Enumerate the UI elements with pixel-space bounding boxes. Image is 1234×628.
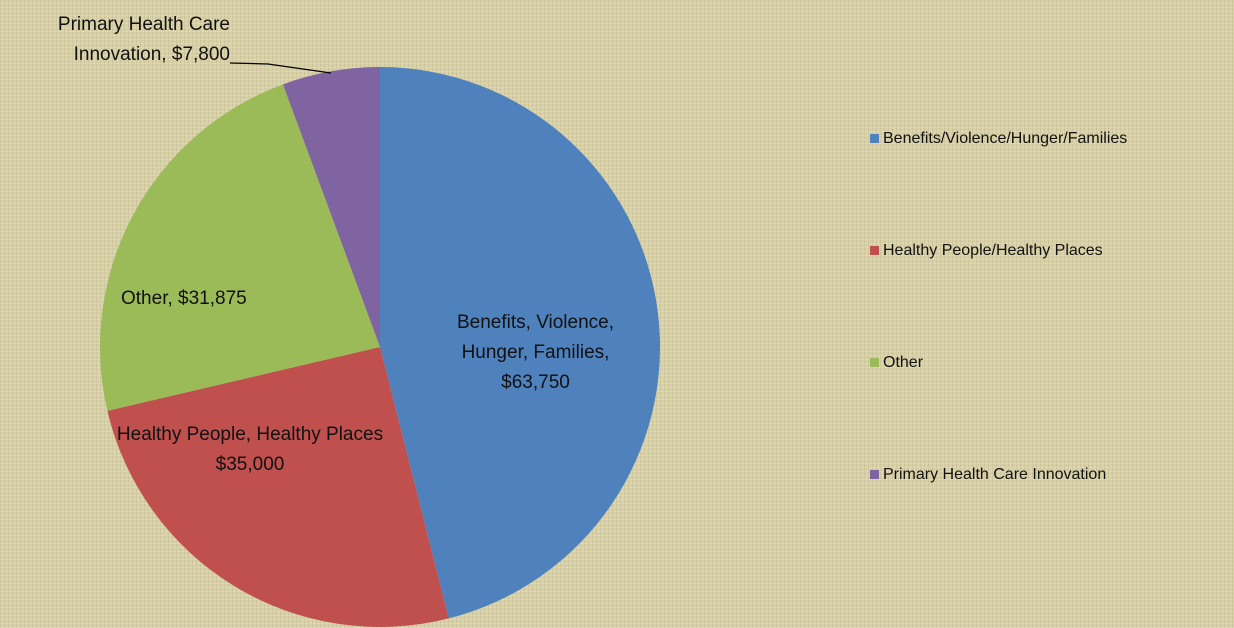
data-label-name: Benefits, Violence, Hunger, Families, [456, 312, 615, 363]
pie-slice [282, 67, 380, 347]
data-label-value: $35,000 [215, 454, 285, 475]
data-label: Benefits, Violence, Hunger, Families, $6… [433, 308, 638, 398]
data-label: Healthy People, Healthy Places $35,000 [110, 420, 390, 480]
legend-swatch [870, 246, 879, 255]
legend-swatch [870, 134, 879, 143]
data-label-value: $31,875 [178, 288, 247, 309]
legend-entry: Benefits/Violence/Hunger/Families [870, 130, 1127, 148]
data-label-name: Healthy People, Healthy Places [116, 424, 384, 445]
data-label: Other, $31,875 [121, 284, 247, 314]
legend-swatch [870, 470, 879, 479]
data-label-value: $63,750 [501, 372, 570, 393]
legend-swatch [870, 358, 879, 367]
data-label: Primary Health Care Innovation, $7,800 [10, 10, 230, 70]
data-label-value: $7,800 [171, 44, 230, 65]
legend-label: Other [883, 354, 924, 371]
legend-label: Healthy People/Healthy Places [883, 242, 1103, 259]
legend-label: Benefits/Violence/Hunger/Families [883, 130, 1128, 147]
legend-entry: Healthy People/Healthy Places [870, 242, 1103, 260]
pie-slice [380, 67, 660, 619]
legend-entry: Primary Health Care Innovation [870, 466, 1106, 484]
legend-entry: Other [870, 354, 923, 372]
pie-slice [100, 84, 381, 411]
legend-label: Primary Health Care Innovation [883, 466, 1107, 483]
leader-line [229, 62, 332, 74]
data-label-name: Other, [121, 288, 173, 309]
pie-slice [107, 347, 449, 627]
data-label-name: Primary Health Care Innovation, [57, 14, 230, 65]
